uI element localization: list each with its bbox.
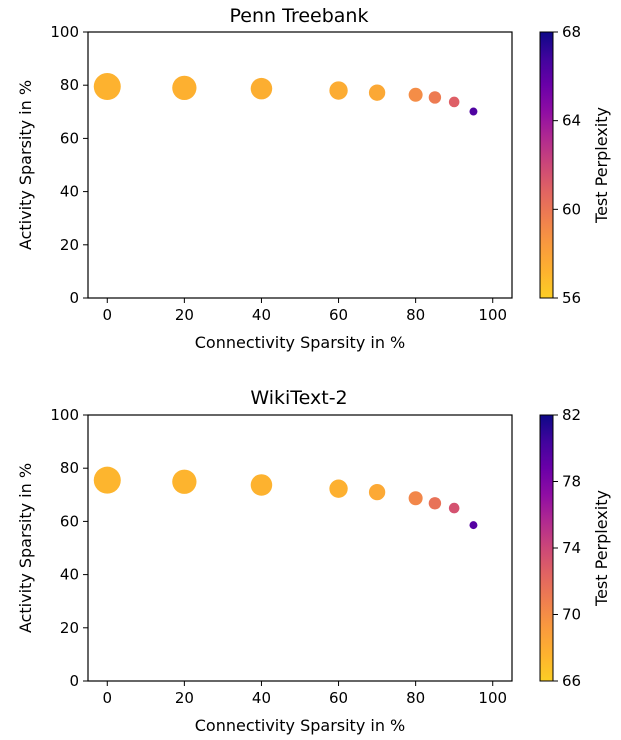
data-point bbox=[368, 84, 386, 101]
colorbar-tick-label: 60 bbox=[562, 200, 581, 218]
y-axis-label: Activity Sparsity in % bbox=[16, 80, 35, 250]
colorbar-label: Test Perplexity bbox=[592, 490, 611, 607]
colorbar-tick-label: 68 bbox=[562, 23, 581, 41]
x-tick-label: 60 bbox=[329, 306, 348, 324]
x-tick-label: 40 bbox=[252, 306, 271, 324]
y-tick-label: 100 bbox=[50, 23, 79, 41]
data-point bbox=[469, 521, 478, 530]
data-point bbox=[172, 469, 197, 494]
colorbar-tick-label: 74 bbox=[562, 539, 581, 557]
colorbar-tick-label: 82 bbox=[562, 406, 581, 424]
y-tick-label: 80 bbox=[60, 459, 79, 477]
data-point bbox=[448, 96, 460, 108]
data-point bbox=[469, 107, 478, 116]
colorbar-tick-label: 56 bbox=[562, 289, 581, 307]
y-tick-label: 0 bbox=[69, 672, 79, 690]
chart-title: WikiText-2 bbox=[250, 387, 347, 409]
data-point bbox=[172, 75, 197, 101]
data-point bbox=[368, 483, 386, 501]
y-tick-label: 60 bbox=[60, 512, 79, 530]
x-axis: 0 20 40 60 80 100 bbox=[102, 681, 507, 707]
data-point bbox=[408, 87, 423, 102]
colorbar-axis: 66 70 74 78 82 bbox=[553, 406, 581, 690]
y-tick-label: 20 bbox=[60, 619, 79, 637]
data-point bbox=[250, 77, 273, 100]
x-tick-label: 20 bbox=[175, 689, 194, 707]
data-point bbox=[329, 479, 348, 498]
x-tick-label: 0 bbox=[102, 689, 112, 707]
y-axis: 0 20 40 60 80 100 bbox=[50, 23, 88, 307]
x-tick-label: 0 bbox=[102, 306, 112, 324]
data-point bbox=[93, 466, 121, 494]
y-axis-label: Activity Sparsity in % bbox=[16, 463, 35, 633]
x-tick-label: 80 bbox=[406, 689, 425, 707]
x-tick-label: 80 bbox=[406, 306, 425, 324]
data-point bbox=[428, 91, 442, 104]
colorbar-tick-label: 78 bbox=[562, 473, 581, 491]
colorbar bbox=[539, 31, 554, 299]
y-tick-label: 0 bbox=[69, 289, 79, 307]
y-axis: 0 20 40 60 80 100 bbox=[50, 406, 88, 690]
x-axis: 0 20 40 60 80 100 bbox=[102, 298, 507, 324]
plot-area bbox=[93, 466, 478, 530]
panel-penn-treebank: Penn Treebank 0 20 40 60 80 100 020406080100 … bbox=[16, 5, 611, 352]
y-tick-label: 40 bbox=[60, 566, 79, 584]
plot-area bbox=[93, 73, 478, 116]
colorbar-axis: 56 60 64 68 bbox=[553, 23, 581, 307]
colorbar bbox=[539, 414, 554, 682]
x-axis-label: Connectivity Sparsity in % bbox=[195, 716, 406, 735]
y-tick-label: 40 bbox=[60, 183, 79, 201]
data-point bbox=[93, 73, 121, 101]
x-tick-label: 100 bbox=[478, 689, 507, 707]
x-tick-label: 40 bbox=[252, 689, 271, 707]
data-point bbox=[428, 497, 442, 510]
y-tick-label: 80 bbox=[60, 76, 79, 94]
x-tick-label: 20 bbox=[175, 306, 194, 324]
data-point bbox=[250, 474, 273, 496]
plot-frame bbox=[87, 31, 513, 299]
colorbar-label: Test Perplexity bbox=[592, 107, 611, 224]
x-axis-label: Connectivity Sparsity in % bbox=[195, 333, 406, 352]
colorbar-tick-label: 64 bbox=[562, 112, 581, 130]
chart-title: Penn Treebank bbox=[230, 5, 369, 27]
x-tick-label: 60 bbox=[329, 689, 348, 707]
y-tick-label: 20 bbox=[60, 236, 79, 254]
plot-frame bbox=[87, 414, 513, 682]
x-tick-label: 100 bbox=[478, 306, 507, 324]
panel-wikitext-2: WikiText-2 0 20 40 60 80 100 0 20 40 60 80 100 Con… bbox=[16, 387, 611, 735]
colorbar-tick-label: 70 bbox=[562, 606, 581, 624]
data-point bbox=[329, 81, 348, 100]
data-point bbox=[408, 491, 423, 506]
y-tick-label: 100 bbox=[50, 406, 79, 424]
colorbar-tick-label: 66 bbox=[562, 672, 581, 690]
y-tick-label: 60 bbox=[60, 129, 79, 147]
data-point bbox=[448, 502, 460, 514]
